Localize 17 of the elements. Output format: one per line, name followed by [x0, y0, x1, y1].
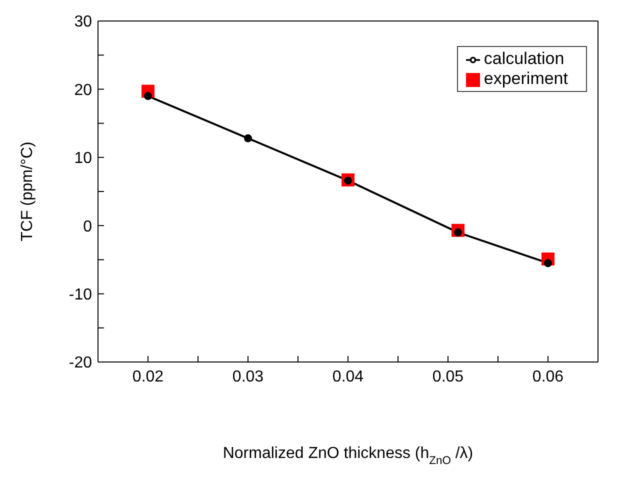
y-tick-label: -20 — [68, 354, 92, 372]
x-tick-label: 0.02 — [132, 368, 164, 386]
point — [244, 134, 252, 142]
x-tick-label: 0.03 — [232, 368, 264, 386]
x-tick-label: 0.06 — [532, 368, 564, 386]
x-tick-label: 0.05 — [432, 368, 464, 386]
legend-label: experiment — [484, 69, 568, 88]
y-tick-label: 0 — [83, 218, 92, 236]
point — [144, 92, 152, 100]
x-tick-label: 0.04 — [332, 368, 364, 386]
y-tick-label: -10 — [68, 286, 92, 304]
legend-label: calculation — [484, 49, 564, 68]
y-tick-label: 30 — [74, 14, 92, 31]
x-axis-title: Normalized ZnO thickness (h$_{ZnO}$/λ) — [222, 445, 474, 467]
y-axis-title: TCF (ppm/°C) — [19, 142, 36, 242]
y-tick-label: 10 — [74, 150, 92, 168]
y-tick-label: 20 — [74, 82, 92, 99]
